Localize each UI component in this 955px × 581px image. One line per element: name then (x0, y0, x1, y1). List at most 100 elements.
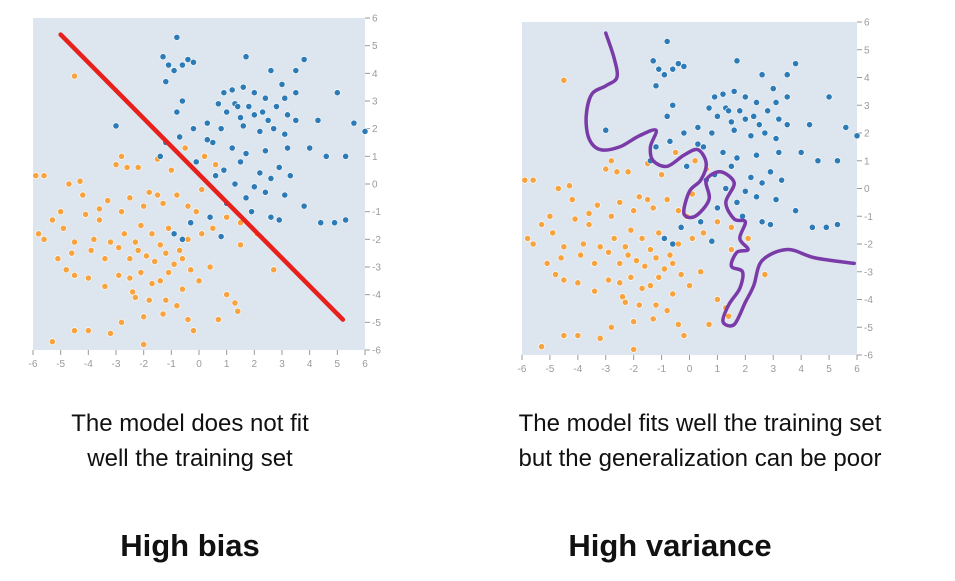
y-tick-label: 0 (864, 184, 870, 195)
orange-point (201, 152, 208, 160)
blue-point (228, 144, 236, 152)
blue-point (822, 223, 830, 231)
axis-ticks: 6 5 4 3 2 1 0 -1 -2 -3 -4 -5 -6 -6 -5 -4 -3 -2 -1 0 1 2 3 4 5 6 (29, 14, 382, 371)
orange-point (126, 255, 134, 263)
blue-point (792, 60, 799, 68)
orange-point (610, 235, 618, 242)
orange-point (543, 260, 551, 267)
blue-point (184, 56, 192, 63)
orange-point (170, 260, 178, 268)
blue-point (719, 90, 727, 98)
orange-point (605, 276, 612, 284)
blue-point (286, 172, 294, 180)
orange-point (691, 157, 699, 165)
blue-point (281, 130, 289, 138)
blue-point (825, 93, 833, 101)
blue-point (237, 158, 244, 166)
orange-point (680, 332, 688, 339)
blue-point (242, 53, 250, 61)
orange-point (131, 294, 139, 301)
orange-point (663, 307, 671, 314)
orange-point (60, 224, 67, 232)
x-tick-label: -4 (573, 364, 582, 375)
orange-point (190, 327, 197, 335)
blue-point (711, 93, 719, 101)
right-scatter-chart: 6 5 4 3 2 1 0 -1 -2 -3 -4 -5 -6 -6 -5 -4 -3 -2 -1 0 1 2 3 4 5 6 (518, 18, 874, 376)
left-caption: The model does not fit well the training… (20, 406, 360, 476)
orange-point (96, 216, 103, 224)
blue-point (674, 60, 682, 68)
orange-point (538, 221, 545, 228)
blue-point (228, 86, 236, 94)
blue-point (231, 180, 239, 188)
blue-point (190, 58, 197, 66)
blue-point (250, 183, 258, 191)
blue-point (666, 137, 674, 145)
blue-point (267, 67, 275, 74)
orange-point (635, 193, 643, 201)
orange-point (714, 296, 721, 303)
orange-point (151, 258, 159, 265)
orange-point (552, 271, 559, 278)
x-tick-label: 6 (854, 364, 860, 375)
blue-point (214, 100, 222, 108)
blue-point (284, 111, 291, 119)
orange-point (176, 246, 184, 254)
orange-point (672, 149, 679, 156)
orange-point (270, 266, 278, 274)
decision-boundary (58, 32, 346, 322)
orange-point (607, 212, 615, 220)
orange-point (118, 318, 125, 326)
orange-point (32, 172, 40, 180)
orange-point (630, 318, 638, 326)
blue-point (853, 132, 861, 140)
blue-point (722, 185, 730, 192)
blue-point (170, 230, 178, 238)
blue-point (267, 213, 275, 221)
blue-point (342, 216, 350, 224)
orange-point (71, 238, 78, 246)
orange-point (585, 221, 593, 228)
x-tick-label: 5 (335, 359, 341, 370)
blue-point (602, 126, 610, 134)
orange-point (705, 321, 713, 328)
orange-point (725, 312, 732, 320)
blue-point (112, 122, 120, 130)
orange-point (187, 266, 195, 274)
orange-point (165, 269, 172, 276)
blue-point (223, 108, 231, 116)
blue-point (206, 213, 214, 221)
blue-point (187, 219, 195, 227)
blue-point (730, 87, 738, 95)
x-tick-label: -3 (112, 359, 121, 370)
blue-point (669, 65, 677, 73)
orange-point (529, 176, 537, 184)
blue-point (292, 89, 300, 97)
orange-point (560, 276, 568, 284)
orange-point (96, 205, 103, 213)
blue-point (680, 129, 688, 137)
orange-point (173, 191, 181, 199)
blue-point (234, 103, 242, 110)
blue-point (261, 94, 269, 102)
blue-point (755, 121, 763, 129)
y-tick-label: -4 (864, 295, 873, 306)
blue-point (259, 108, 267, 116)
orange-point (585, 210, 593, 217)
y-tick-label: 5 (864, 45, 870, 56)
blue-point (652, 82, 660, 90)
orange-point (237, 219, 244, 227)
blue-point (317, 219, 325, 227)
blue-point (778, 176, 786, 184)
blue-point (192, 158, 200, 166)
blue-point (758, 71, 766, 79)
orange-point (596, 243, 604, 251)
orange-point (48, 216, 56, 224)
orange-point (120, 230, 128, 238)
orange-point (663, 196, 671, 203)
y-tick-label: 2 (372, 124, 378, 135)
orange-point (231, 299, 239, 307)
blue-point (806, 121, 813, 129)
orange-point (660, 265, 668, 273)
orange-point (76, 177, 84, 185)
